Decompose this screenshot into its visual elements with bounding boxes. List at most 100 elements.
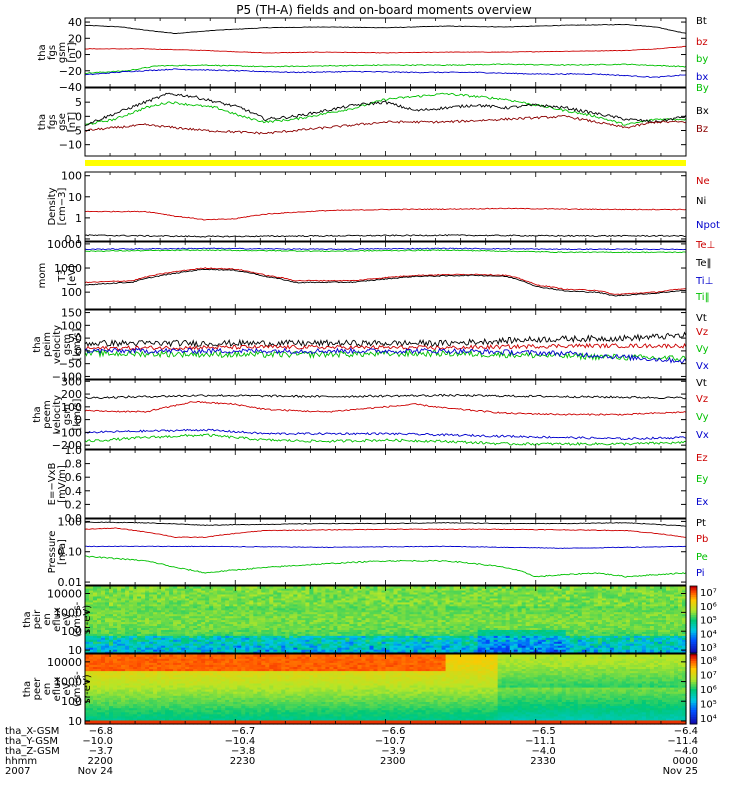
heatmap-cell <box>461 591 467 595</box>
heatmap-cell <box>237 607 242 611</box>
heatmap-cell <box>97 629 102 632</box>
heatmap-cell <box>537 611 543 615</box>
heatmap-cell <box>153 601 158 605</box>
heatmap-cell <box>149 609 154 613</box>
heatmap-cell <box>313 629 318 632</box>
heatmap-cell <box>93 601 98 605</box>
heatmap-cell <box>493 586 499 589</box>
heatmap-cell <box>533 591 539 595</box>
heatmap-cell <box>325 593 330 597</box>
heatmap-cell <box>333 645 338 648</box>
heatmap-cell <box>345 586 350 589</box>
heatmap-cell <box>333 629 338 632</box>
heatmap-cell <box>169 647 174 650</box>
heatmap-cell <box>105 615 110 619</box>
heatmap-cell <box>129 641 134 644</box>
heatmap-cell <box>469 625 475 628</box>
heatmap-cell <box>289 603 294 607</box>
heatmap-cell <box>369 591 375 595</box>
heatmap-cell <box>549 593 555 597</box>
heatmap-cell <box>477 635 483 638</box>
heatmap-cell <box>177 619 182 623</box>
heatmap-cell <box>429 641 435 644</box>
heatmap-cell <box>293 629 298 632</box>
heatmap-cell <box>369 589 375 593</box>
heatmap-cell <box>393 631 399 634</box>
heatmap-cell <box>165 625 170 628</box>
heatmap-cell <box>345 627 350 630</box>
heatmap-cell <box>281 651 286 654</box>
heatmap-cell <box>293 649 298 652</box>
heatmap-cell <box>229 605 234 609</box>
heatmap-cell <box>377 623 383 626</box>
heatmap-cell <box>333 607 338 611</box>
heatmap-cell <box>97 621 102 625</box>
heatmap-cell <box>273 621 278 625</box>
heatmap-cell <box>349 607 354 611</box>
heatmap-cell <box>345 649 350 652</box>
heatmap-cell <box>253 643 258 646</box>
heatmap-cell <box>277 611 282 615</box>
heatmap-cell <box>533 617 539 621</box>
heatmap-cell <box>321 615 326 619</box>
heatmap-cell <box>325 627 330 630</box>
heatmap-cell <box>185 625 190 628</box>
heatmap-cell <box>573 605 579 609</box>
heatmap-cell <box>117 651 122 654</box>
heatmap-cell <box>113 627 118 630</box>
heatmap-cell <box>137 611 142 615</box>
heatmap-cell <box>417 593 423 597</box>
heatmap-cell <box>129 633 134 636</box>
heatmap-cell <box>189 639 194 642</box>
heatmap-cell <box>477 621 483 625</box>
heatmap-cell <box>477 639 483 642</box>
heatmap-cell <box>597 635 603 638</box>
heatmap-cell <box>217 633 222 636</box>
heatmap-cell <box>221 641 226 644</box>
heatmap-cell <box>113 605 118 609</box>
heatmap-cell <box>405 611 411 615</box>
heatmap-cell <box>465 605 471 609</box>
heatmap-cell <box>357 603 363 607</box>
heatmap-cell <box>257 635 262 638</box>
heatmap-cell <box>169 586 174 589</box>
heatmap-cell <box>201 649 206 652</box>
heatmap-cell <box>145 589 150 593</box>
heatmap-cell <box>249 639 254 642</box>
heatmap-cell <box>357 597 363 601</box>
heatmap-cell <box>329 597 334 601</box>
heatmap-cell <box>341 619 346 623</box>
heatmap-cell <box>97 643 102 646</box>
heatmap-cell <box>525 649 531 652</box>
heatmap-cell <box>477 643 483 646</box>
heatmap-cell <box>433 645 439 648</box>
heatmap-cell <box>541 623 547 626</box>
heatmap-cell <box>173 627 178 630</box>
heatmap-cell <box>569 633 575 636</box>
heatmap-cell <box>305 605 310 609</box>
heatmap-cell <box>253 631 258 634</box>
heatmap-cell <box>113 625 118 628</box>
heatmap-cell <box>541 601 547 605</box>
heatmap-cell <box>545 611 551 615</box>
heatmap-cell <box>517 649 523 652</box>
heatmap-cell <box>137 589 142 593</box>
heatmap-cell <box>517 605 523 609</box>
heatmap-cell <box>345 595 350 599</box>
heatmap-cell <box>481 639 487 642</box>
heatmap-cell <box>321 645 326 648</box>
heatmap-cell <box>317 617 322 621</box>
heatmap-cell <box>449 621 455 625</box>
heatmap-cell <box>269 627 274 630</box>
heatmap-cell <box>189 617 194 621</box>
heatmap-cell <box>245 607 250 611</box>
heatmap-cell <box>201 635 206 638</box>
heatmap-cell <box>569 625 575 628</box>
heatmap-cell <box>157 617 162 621</box>
heatmap-cell <box>349 609 354 613</box>
heatmap-cell <box>333 595 338 599</box>
heatmap-cell <box>177 631 182 634</box>
heatmap-cell <box>261 613 266 617</box>
heatmap-cell <box>369 627 375 630</box>
heatmap-cell <box>301 629 306 632</box>
